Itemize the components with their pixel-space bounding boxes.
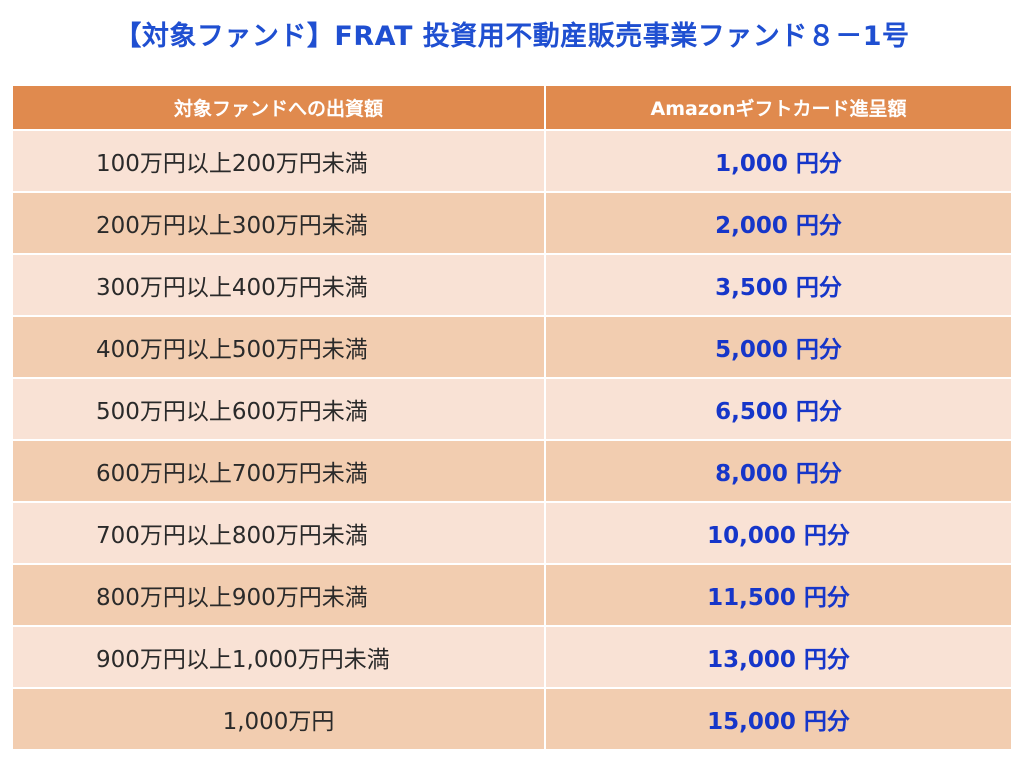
header-investment-amount: 対象ファンドへの出資額 bbox=[13, 86, 546, 131]
gift-amount-cell: 6,500 円分 bbox=[545, 378, 1011, 441]
gift-amount-cell: 8,000 円分 bbox=[545, 440, 1011, 503]
investment-amount-cell: 300万円以上400万円未満 bbox=[13, 254, 546, 317]
investment-amount-cell: 800万円以上900万円未満 bbox=[13, 564, 546, 627]
table-row: 700万円以上800万円未満 10,000 円分 bbox=[13, 502, 1011, 565]
investment-amount-cell: 600万円以上700万円未満 bbox=[13, 440, 546, 503]
page-title: 【対象ファンド】FRAT 投資用不動産販売事業ファンド８－1号 bbox=[114, 21, 910, 52]
gift-amount-cell: 10,000 円分 bbox=[545, 502, 1011, 565]
gift-amount-cell: 5,000 円分 bbox=[545, 316, 1011, 379]
investment-amount-cell: 500万円以上600万円未満 bbox=[13, 378, 546, 441]
header-gift-amount: Amazonギフトカード進呈額 bbox=[545, 86, 1011, 131]
gift-amount-cell: 1,000 円分 bbox=[545, 130, 1011, 193]
investment-amount-cell: 1,000万円 bbox=[13, 688, 546, 751]
table-row: 200万円以上300万円未満 2,000 円分 bbox=[13, 192, 1011, 255]
gift-amount-cell: 15,000 円分 bbox=[545, 688, 1011, 751]
gift-amount-cell: 3,500 円分 bbox=[545, 254, 1011, 317]
table-row: 800万円以上900万円未満 11,500 円分 bbox=[13, 564, 1011, 627]
gift-amount-cell: 11,500 円分 bbox=[545, 564, 1011, 627]
reward-table: 対象ファンドへの出資額 Amazonギフトカード進呈額 100万円以上200万円… bbox=[13, 86, 1011, 751]
table-header-row: 対象ファンドへの出資額 Amazonギフトカード進呈額 bbox=[13, 86, 1011, 131]
table-row: 500万円以上600万円未満 6,500 円分 bbox=[13, 378, 1011, 441]
table-row: 100万円以上200万円未満 1,000 円分 bbox=[13, 130, 1011, 193]
investment-amount-cell: 100万円以上200万円未満 bbox=[13, 130, 546, 193]
table-row: 400万円以上500万円未満 5,000 円分 bbox=[13, 316, 1011, 379]
investment-amount-cell: 400万円以上500万円未満 bbox=[13, 316, 546, 379]
table-row: 600万円以上700万円未満 8,000 円分 bbox=[13, 440, 1011, 503]
investment-amount-cell: 200万円以上300万円未満 bbox=[13, 192, 546, 255]
table-row: 1,000万円 15,000 円分 bbox=[13, 688, 1011, 751]
gift-amount-cell: 2,000 円分 bbox=[545, 192, 1011, 255]
gift-amount-cell: 13,000 円分 bbox=[545, 626, 1011, 689]
investment-amount-cell: 700万円以上800万円未満 bbox=[13, 502, 546, 565]
table-row: 900万円以上1,000万円未満 13,000 円分 bbox=[13, 626, 1011, 689]
investment-amount-cell: 900万円以上1,000万円未満 bbox=[13, 626, 546, 689]
table-row: 300万円以上400万円未満 3,500 円分 bbox=[13, 254, 1011, 317]
